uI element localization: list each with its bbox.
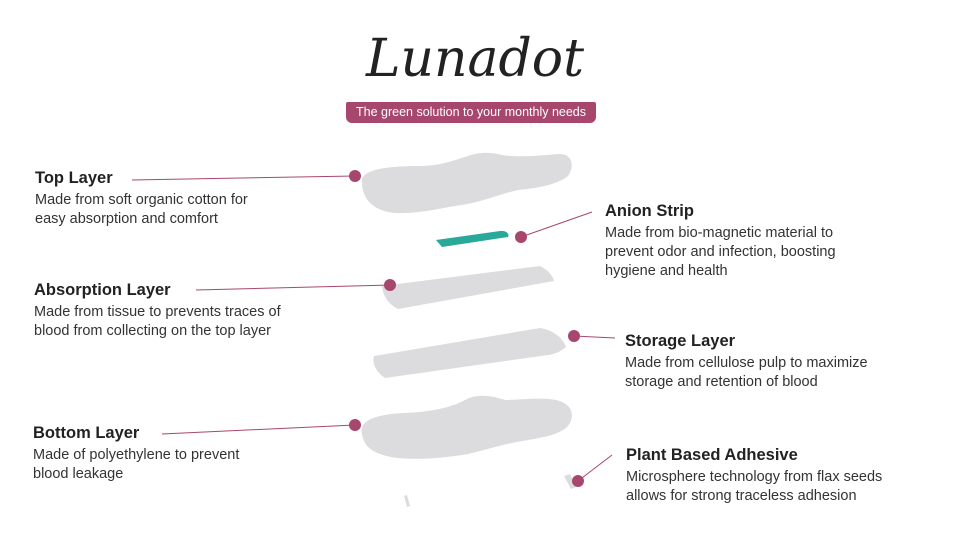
bottom-layer-shape: [361, 395, 572, 459]
leader-top: [131, 175, 356, 181]
leader-storage: [573, 335, 616, 339]
label-bottom-layer: Bottom Layer Made of polyethylene to pre…: [33, 424, 239, 484]
label-desc-line: blood leakage: [33, 466, 124, 482]
label-desc-line: Made from bio-magnetic material to: [605, 225, 834, 241]
marker-top: [349, 170, 361, 182]
label-anion-strip: Anion Strip Made from bio-magnetic mater…: [605, 202, 836, 281]
label-desc-line: storage and retention of blood: [625, 374, 818, 390]
leader-anion: [520, 211, 593, 238]
label-title: Storage Layer: [625, 332, 736, 350]
label-storage-layer: Storage Layer Made from cellulose pulp t…: [625, 332, 868, 392]
marker-adhesive: [572, 475, 584, 487]
label-desc-line: Made from cellulose pulp to maximize: [625, 355, 868, 371]
tagline-banner: The green solution to your monthly needs: [346, 102, 596, 123]
label-desc-line: Made of polyethylene to prevent: [33, 447, 240, 463]
anion-strip-shape: [436, 230, 509, 247]
marker-storage: [568, 330, 580, 342]
label-desc-line: easy absorption and comfort: [35, 211, 218, 227]
adhesive-strip-shape-2: [404, 495, 410, 507]
label-desc-line: blood from collecting on the top layer: [34, 323, 271, 339]
label-desc-line: hygiene and health: [605, 263, 728, 279]
lunadot-logo: Lunadot: [365, 29, 584, 89]
label-title: Top Layer: [35, 169, 113, 187]
label-plant-adhesive: Plant Based Adhesive Microsphere technol…: [626, 446, 882, 506]
absorption-layer-shape: [382, 266, 554, 309]
marker-absorption: [384, 279, 396, 291]
label-top-layer: Top Layer Made from soft organic cotton …: [35, 169, 248, 229]
storage-layer-shape: [373, 328, 566, 378]
label-absorption-layer: Absorption Layer Made from tissue to pre…: [34, 281, 281, 341]
leader-adhesive: [577, 454, 613, 482]
marker-bottom: [349, 419, 361, 431]
label-desc-line: Made from tissue to prevents traces of: [34, 304, 281, 320]
label-title: Absorption Layer: [34, 281, 171, 299]
leader-absorption: [195, 284, 391, 291]
label-desc-line: Microsphere technology from flax seeds: [626, 469, 883, 485]
top-layer-shape: [361, 152, 572, 214]
logo-text: Lunadot: [365, 29, 584, 89]
label-desc-line: allows for strong traceless adhesion: [626, 488, 857, 504]
label-title: Bottom Layer: [33, 424, 140, 442]
label-title: Plant Based Adhesive: [626, 446, 798, 464]
marker-anion: [515, 231, 527, 243]
label-desc-line: prevent odor and infection, boosting: [605, 244, 836, 260]
label-desc-line: Made from soft organic cotton for: [35, 192, 248, 208]
label-title: Anion Strip: [605, 202, 694, 220]
adhesive-strip-shape: [564, 474, 576, 489]
leader-bottom: [161, 424, 356, 435]
